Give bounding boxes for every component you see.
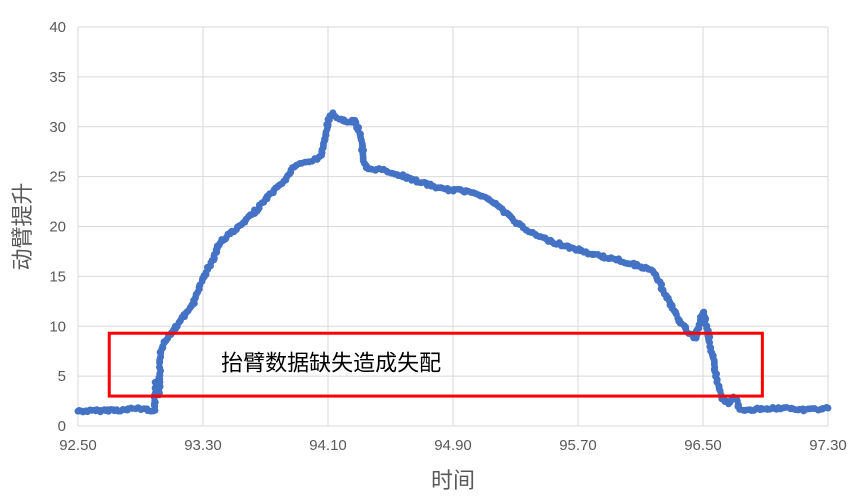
grid-lines	[77, 26, 829, 427]
x-axis-title: 时间	[431, 469, 475, 494]
tick-labels: 0 5 10 15 20 25 30 35 40 92.50 93.30 94.10 94.90 95.7…	[49, 19, 846, 454]
x-tick-label: 96.50	[684, 437, 722, 454]
y-tick-label: 10	[49, 318, 66, 335]
y-tick-label: 5	[58, 368, 66, 385]
x-tick-label: 95.70	[559, 437, 597, 454]
annotation-box	[107, 331, 764, 398]
y-tick-label: 30	[49, 119, 66, 136]
annotation: 抬臂数据缺失造成失配	[107, 331, 764, 398]
annotation-text: 抬臂数据缺失造成失配	[221, 352, 441, 377]
y-tick-label: 40	[49, 19, 66, 36]
data-points	[74, 109, 832, 416]
y-tick-label: 25	[49, 169, 66, 186]
x-tick-label: 94.90	[434, 437, 472, 454]
y-tick-label: 0	[58, 418, 66, 435]
x-tick-label: 92.50	[59, 437, 97, 454]
x-tick-label: 97.30	[809, 437, 847, 454]
data-point	[824, 404, 832, 412]
y-axis-title: 动臂提升	[11, 182, 36, 270]
y-tick-label: 35	[49, 69, 66, 86]
x-tick-label: 93.30	[184, 437, 222, 454]
y-tick-label: 15	[49, 268, 66, 285]
y-tick-label: 20	[49, 219, 66, 236]
x-tick-label: 94.10	[309, 437, 347, 454]
